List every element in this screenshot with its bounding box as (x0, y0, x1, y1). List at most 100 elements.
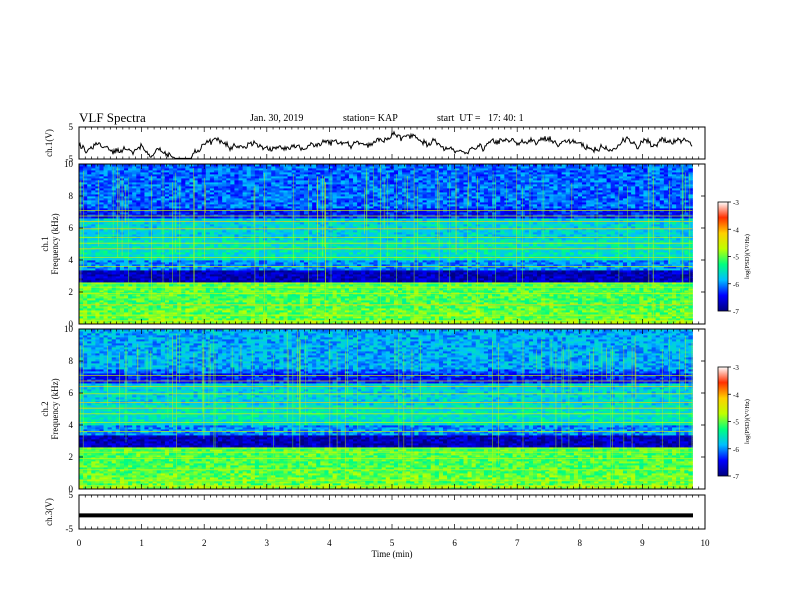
spectrogram-cell (618, 322, 624, 325)
spectrogram-cell (144, 274, 149, 277)
spectrogram-cell (250, 322, 256, 325)
spectrogram-cell (430, 296, 436, 299)
spectrogram-cell (336, 290, 342, 293)
spectrogram-cell (173, 306, 178, 309)
spectrogram-cell (663, 302, 669, 305)
spectrogram-cell (128, 312, 133, 315)
spectrogram-cell (275, 320, 280, 323)
spectrogram-cell (414, 320, 419, 323)
spectrogram-cell (83, 272, 88, 275)
spectrogram-cell (541, 290, 546, 293)
spectrogram-cell (393, 274, 399, 277)
spectrogram-cell (385, 320, 391, 323)
spectrogram-cell (635, 280, 640, 283)
spectrogram-cell (299, 318, 305, 321)
spectrogram-cell (438, 320, 444, 323)
spectrogram-cell (398, 312, 403, 315)
spectrogram-cell (287, 278, 293, 281)
spectrogram-cell (398, 290, 403, 293)
spectrogram-cell (479, 320, 485, 323)
spectrogram-cell (663, 310, 669, 313)
spectrogram-cell (553, 280, 558, 283)
spectrogram-cell (381, 310, 387, 313)
spectrogram-cell (332, 280, 338, 283)
spectrogram-cell (254, 312, 260, 315)
spectrogram-cell (549, 322, 554, 325)
spectrogram-cell (422, 284, 428, 287)
spectrogram-cell (561, 276, 567, 279)
spectrogram-cell (316, 302, 321, 305)
spectrogram-cell (254, 284, 260, 287)
spectrogram-cell (209, 276, 215, 279)
spectrogram-cell (545, 306, 550, 309)
spectrogram-cell (140, 298, 145, 301)
spectrogram-cell (189, 274, 194, 277)
spectrogram-cell (524, 274, 530, 277)
spectrogram-cell (99, 318, 104, 321)
spectrogram-cell (177, 274, 182, 277)
spectrogram-cell (119, 284, 125, 287)
spectrogram-cell (332, 300, 338, 303)
spectrogram-cell (627, 280, 632, 283)
spectrogram-cell (385, 280, 391, 283)
spectrogram-cell (631, 302, 636, 305)
spectrogram-cell (655, 276, 661, 279)
spectrogram-cell (275, 298, 280, 301)
spectrogram-cell (140, 290, 145, 293)
spectrogram-cell (123, 312, 129, 315)
spectrogram-cell (479, 298, 485, 301)
spectrogram-cell (459, 288, 464, 291)
spectrogram-cell (287, 312, 293, 315)
spectrogram-cell (320, 294, 325, 297)
spectrogram-cell (283, 274, 288, 277)
spectrogram-cell (181, 316, 186, 319)
spectrogram-cell (115, 308, 121, 311)
spectrogram-cell (647, 308, 652, 311)
spectrogram-cell (614, 308, 620, 311)
spectrogram-cell (508, 294, 513, 297)
spectrogram-cell (598, 280, 603, 283)
spectrogram-cell (487, 280, 493, 283)
spectrogram-cell (418, 322, 423, 325)
spectrogram-cell (463, 312, 468, 315)
spectrogram-cell (524, 300, 530, 303)
spectrogram-cell (336, 302, 342, 305)
spectrogram-cell (156, 294, 162, 297)
spectrogram-cell (267, 318, 272, 321)
spectrogram-cell (631, 300, 636, 303)
spectrogram-cell (663, 294, 669, 297)
spectrogram-cell (205, 278, 211, 281)
spectrogram-cell (508, 278, 513, 281)
spectrogram-cell (614, 300, 620, 303)
spectrogram-cell (250, 290, 256, 293)
spectrogram-cell (132, 304, 137, 307)
spectrogram-cell (156, 276, 162, 279)
spectrogram-cell (573, 280, 579, 283)
spectrogram-cell (663, 312, 669, 315)
spectrogram-cell (123, 296, 129, 299)
spectrogram-cell (659, 284, 665, 287)
spectrogram-cell (512, 294, 518, 297)
spectrogram-cell (95, 294, 100, 297)
spectrogram-cell (430, 306, 436, 309)
spectrogram-cell (275, 302, 280, 305)
spectrogram-cell (606, 296, 612, 299)
spectrogram-cell (177, 308, 182, 311)
spectrogram-cell (545, 320, 550, 323)
spectrogram-cell (647, 304, 652, 307)
spectrogram-cell (295, 300, 301, 303)
spectrogram-cell (402, 318, 407, 321)
spectrogram-cell (565, 276, 571, 279)
spectrogram-cell (83, 312, 88, 315)
spectrogram-cell (627, 306, 632, 309)
spectrogram-cell (316, 318, 321, 321)
spectrogram-cell (659, 312, 665, 315)
spectrogram-cell (258, 306, 264, 309)
spectrogram-cell (209, 300, 215, 303)
spectrogram-cell (410, 316, 415, 319)
spectrogram-cell (438, 296, 444, 299)
spectrogram-cell (422, 306, 428, 309)
spectrogram-cell (455, 318, 460, 321)
spectrogram-cell (201, 274, 207, 277)
spectrogram-cell (655, 320, 661, 323)
